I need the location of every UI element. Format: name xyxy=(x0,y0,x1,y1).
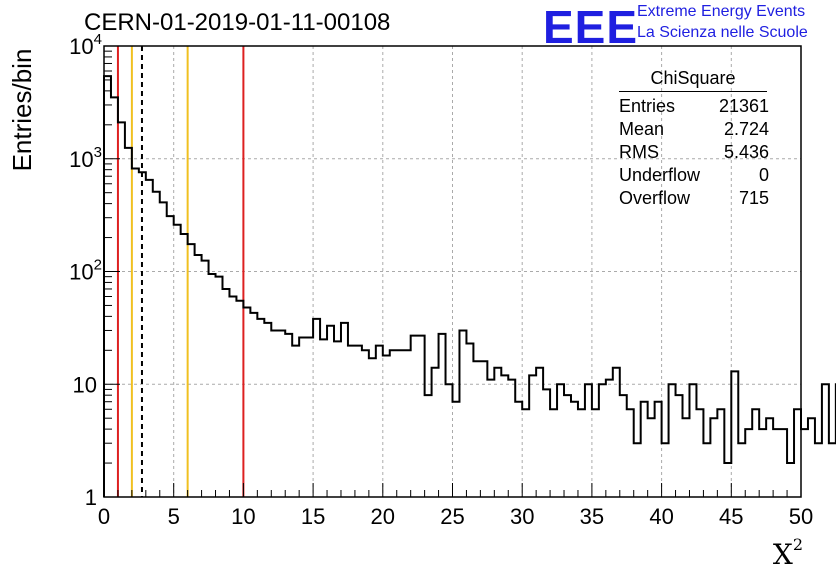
x-tick-label: 5 xyxy=(168,504,180,529)
y-tick-label: 104 xyxy=(69,31,102,59)
x-tick-label: 45 xyxy=(719,504,743,529)
x-tick-label: 10 xyxy=(231,504,255,529)
stats-row-overflow: Overflow 715 xyxy=(611,187,775,210)
logo-line2: La Scienza nelle Scuole xyxy=(637,24,808,41)
stats-label: Overflow xyxy=(619,188,691,208)
y-axis-label: Entries/bin xyxy=(7,49,37,172)
x-tick-label: 15 xyxy=(301,504,325,529)
stats-value: 0 xyxy=(758,165,769,185)
y-tick-label: 10 xyxy=(73,372,97,397)
stats-row-mean: Mean 2.724 xyxy=(611,118,775,141)
x-tick-label: 50 xyxy=(789,504,813,529)
stats-box: ChiSquare Entries 21361 Mean 2.724 RMS 5.43… xyxy=(611,68,775,210)
stats-row-entries: Entries 21361 xyxy=(611,95,775,118)
axis-ticks xyxy=(103,45,802,498)
y-tick-label: 1 xyxy=(85,485,97,510)
logo-line1: Extreme Energy Events xyxy=(637,3,806,20)
y-tick-label: 103 xyxy=(69,144,102,172)
x-tick-label: 25 xyxy=(440,504,464,529)
x-tick-label: 0 xyxy=(98,504,110,529)
stats-row-rms: RMS 5.436 xyxy=(611,141,775,164)
stats-title: ChiSquare xyxy=(619,68,767,92)
x-tick-label: 40 xyxy=(649,504,673,529)
stats-value: 5.436 xyxy=(723,142,769,162)
x-tick-label: 35 xyxy=(580,504,604,529)
histogram-series xyxy=(103,75,836,497)
x-tick-label: 30 xyxy=(510,504,534,529)
x-tick-label: 20 xyxy=(371,504,395,529)
stats-value: 715 xyxy=(738,188,769,208)
eee-logo: EEE xyxy=(543,1,639,53)
stats-row-underflow: Underflow 0 xyxy=(611,164,775,187)
stats-label: Entries xyxy=(619,96,676,116)
stats-label: Underflow xyxy=(619,165,701,185)
tick-labels: 0 5 10 15 20 25 30 35 40 45 50 1 10 102 103 104 xyxy=(69,31,813,529)
stats-value: 2.724 xyxy=(723,119,769,139)
stats-label: Mean xyxy=(619,119,665,139)
chart-title: CERN-01-2019-01-11-00108 xyxy=(84,9,391,36)
stats-value: 21361 xyxy=(718,96,769,116)
stats-label: RMS xyxy=(619,142,659,162)
y-tick-label: 102 xyxy=(69,257,102,285)
x-axis-label: X2 xyxy=(773,535,803,571)
